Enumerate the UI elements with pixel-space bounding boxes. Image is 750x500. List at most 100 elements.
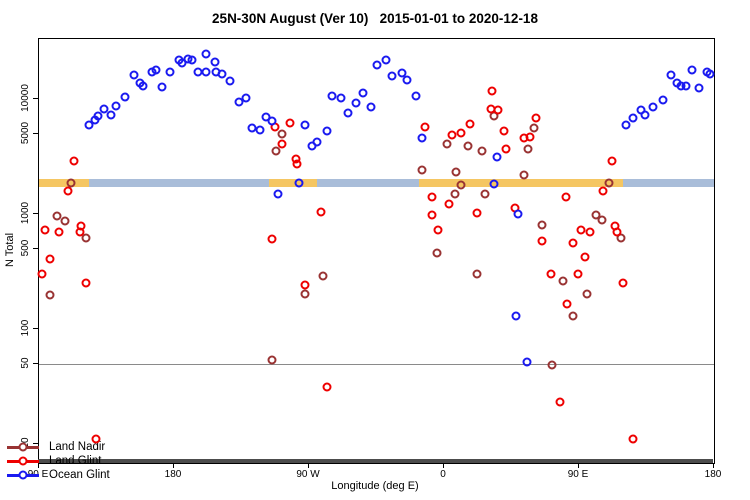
data-point-ocean-glint [351, 98, 360, 108]
data-point-land-glint [607, 156, 617, 166]
data-point-ocean-glint [312, 137, 321, 147]
data-point-land-glint [555, 397, 564, 407]
coverage-band-orange [39, 179, 89, 188]
x-tick [443, 463, 444, 468]
data-point-land-nadir [472, 269, 482, 279]
data-point-land-glint [427, 192, 437, 202]
data-point-ocean-glint [492, 152, 501, 162]
data-point-land-glint [54, 227, 63, 237]
data-point-ocean-glint [705, 69, 714, 79]
y-tick [33, 213, 38, 214]
data-point-land-glint [562, 299, 572, 309]
land-nadir-marker-icon [7, 442, 39, 452]
data-point-land-nadir [463, 141, 473, 151]
data-point-land-nadir [529, 123, 539, 133]
data-point-ocean-glint [522, 357, 531, 367]
x-tick [578, 463, 579, 468]
coverage-band-blue [622, 179, 714, 188]
data-point-ocean-glint [151, 65, 161, 75]
open-circle-icon [18, 442, 28, 452]
data-point-land-glint [546, 269, 555, 279]
data-point-land-glint [487, 86, 497, 96]
data-point-ocean-glint [120, 92, 129, 102]
data-point-land-glint [292, 159, 302, 169]
y-tick-label: 10000 [20, 84, 31, 112]
y-tick-label: 500 [20, 239, 31, 256]
y-tick-label: 5000 [20, 121, 31, 144]
data-point-ocean-glint [513, 209, 522, 219]
data-point-ocean-glint [387, 71, 396, 81]
data-point-ocean-glint [106, 110, 116, 120]
data-point-ocean-glint [327, 91, 336, 101]
data-point-ocean-glint [99, 104, 108, 114]
x-tick [713, 463, 714, 468]
data-point-land-nadir [519, 170, 528, 180]
data-point-land-glint [444, 199, 453, 209]
data-point-land-nadir [271, 146, 281, 156]
reference-line-50 [39, 363, 714, 365]
data-point-ocean-glint [694, 83, 704, 93]
data-point-ocean-glint [201, 67, 210, 77]
data-point-ocean-glint [621, 120, 630, 130]
data-point-land-nadir [52, 211, 62, 221]
legend: Land Nadir Land Glint Ocean Glint [7, 440, 110, 482]
data-point-land-nadir [318, 271, 327, 281]
data-point-ocean-glint [402, 75, 411, 85]
data-point-land-nadir [558, 276, 567, 286]
data-point-ocean-glint [267, 116, 276, 126]
x-tick-label: 90 W [296, 469, 320, 480]
coverage-band-orange [268, 179, 317, 188]
data-point-land-nadir [456, 180, 465, 190]
x-tick-label: 180 [164, 469, 182, 480]
data-point-land-glint [501, 144, 510, 154]
land-glint-marker-icon [7, 456, 39, 466]
data-point-land-nadir [537, 220, 546, 230]
data-point-ocean-glint [366, 102, 375, 112]
data-point-ocean-glint [210, 57, 219, 67]
data-point-land-glint [277, 139, 287, 149]
y-tick [33, 443, 38, 444]
ocean-glint-marker-icon [7, 470, 39, 480]
data-point-land-glint [573, 269, 582, 279]
data-point-land-glint [456, 128, 465, 138]
data-point-land-glint [580, 252, 590, 262]
data-point-ocean-glint [372, 60, 381, 70]
data-point-land-nadir [300, 289, 309, 299]
data-point-ocean-glint [255, 125, 264, 135]
data-point-land-glint [285, 118, 294, 128]
data-point-land-glint [267, 234, 276, 244]
data-point-land-glint [493, 105, 503, 115]
data-point-ocean-glint [157, 82, 167, 92]
data-point-land-glint [628, 434, 638, 444]
y-tick [33, 362, 38, 364]
data-point-land-glint [433, 225, 443, 235]
data-point-land-nadir [523, 144, 533, 154]
data-point-land-nadir [442, 139, 452, 149]
data-point-ocean-glint [273, 189, 282, 199]
data-point-land-glint [525, 132, 534, 142]
data-point-land-nadir [604, 178, 614, 188]
data-point-ocean-glint [129, 70, 138, 80]
y-tick [33, 328, 38, 329]
data-point-land-glint [561, 192, 570, 202]
data-point-ocean-glint [687, 65, 696, 75]
data-point-land-glint [585, 227, 594, 237]
y-tick-label: 100 [20, 319, 31, 337]
data-point-land-nadir [417, 165, 426, 175]
data-point-ocean-glint [187, 55, 197, 65]
legend-item-land-nadir: Land Nadir [7, 440, 110, 454]
x-tick [38, 463, 39, 468]
data-point-ocean-glint [84, 120, 93, 130]
data-point-land-glint [69, 156, 78, 166]
data-point-land-glint [618, 278, 627, 288]
data-point-ocean-glint [234, 97, 243, 107]
data-point-ocean-glint [358, 88, 368, 98]
data-point-land-nadir [267, 355, 276, 365]
data-point-land-glint [472, 208, 482, 218]
data-point-land-glint [81, 278, 90, 288]
legend-label: Ocean Glint [49, 469, 110, 481]
x-tick [308, 463, 309, 468]
data-point-land-nadir [547, 360, 557, 370]
data-point-ocean-glint [322, 126, 332, 136]
